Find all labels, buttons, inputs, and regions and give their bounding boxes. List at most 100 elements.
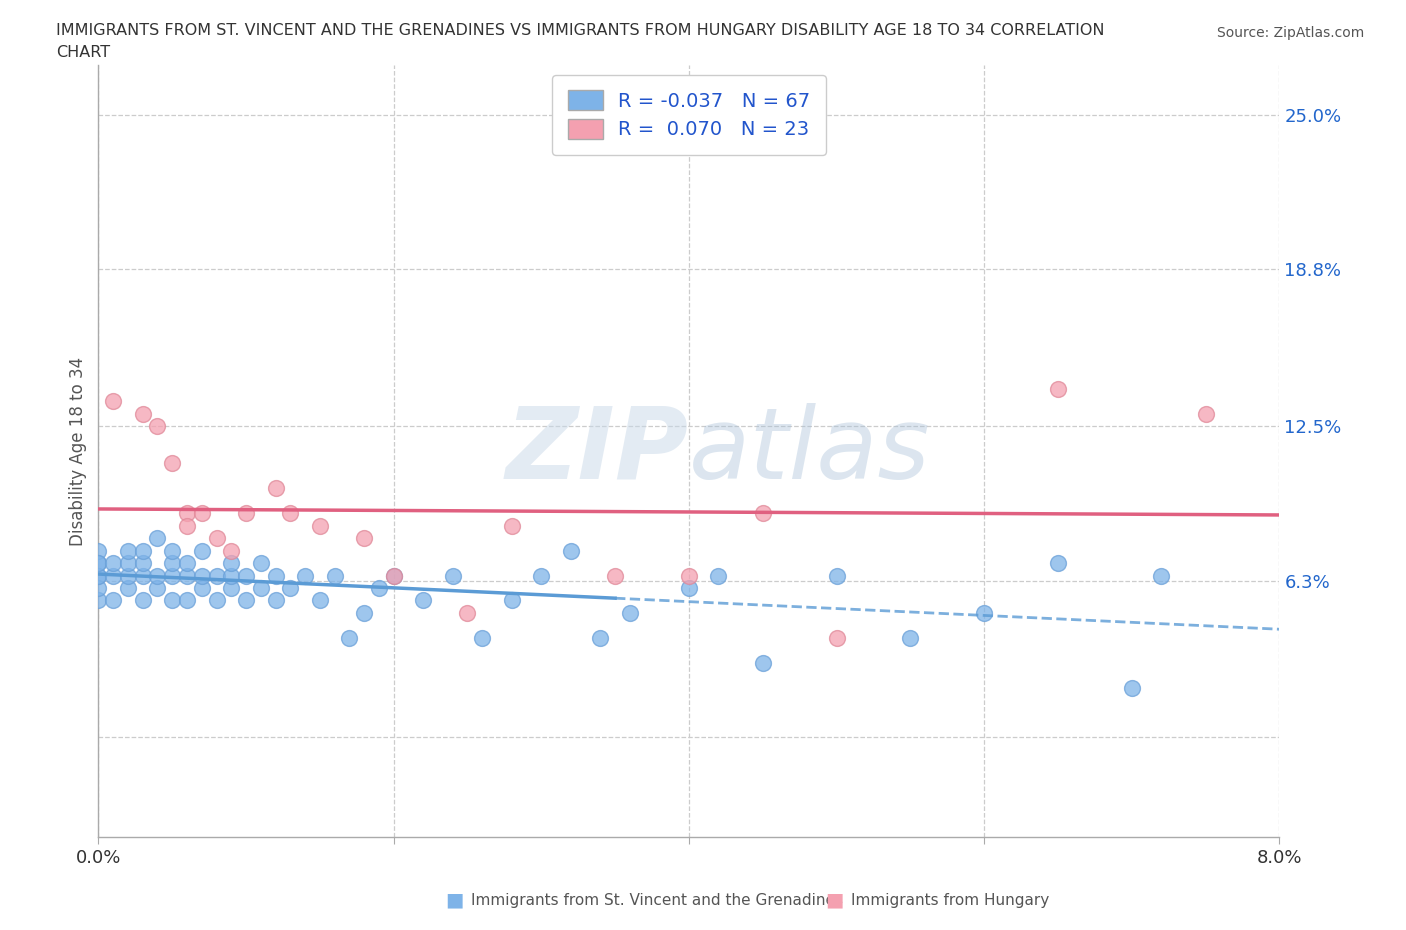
Point — [117, 568, 139, 583]
Point — [117, 543, 139, 558]
Point — [235, 506, 257, 521]
Point — [264, 593, 287, 608]
Point — [250, 555, 273, 570]
Point — [280, 580, 302, 595]
Text: CHART: CHART — [56, 45, 110, 60]
Point — [353, 605, 375, 620]
Point — [87, 543, 110, 558]
Point — [250, 580, 273, 595]
Point — [87, 568, 110, 583]
Point — [353, 531, 375, 546]
Point — [103, 593, 125, 608]
Point — [441, 568, 464, 583]
Point — [162, 593, 183, 608]
Point — [87, 593, 110, 608]
Point — [368, 580, 391, 595]
Point — [530, 568, 553, 583]
Point — [103, 568, 125, 583]
Point — [309, 518, 332, 533]
Point — [309, 593, 332, 608]
Point — [264, 568, 287, 583]
Point — [191, 543, 214, 558]
Point — [264, 481, 287, 496]
Point — [825, 631, 848, 645]
Point — [117, 580, 139, 595]
Point — [382, 568, 405, 583]
Point — [132, 406, 155, 421]
Point — [280, 506, 302, 521]
Point — [678, 580, 700, 595]
Point — [294, 568, 316, 583]
Y-axis label: Disability Age 18 to 34: Disability Age 18 to 34 — [69, 356, 87, 546]
Point — [146, 568, 169, 583]
Point — [176, 593, 198, 608]
Point — [205, 568, 228, 583]
Point — [412, 593, 434, 608]
Point — [117, 555, 139, 570]
Point — [176, 555, 198, 570]
Point — [146, 531, 169, 546]
Point — [707, 568, 730, 583]
Point — [176, 518, 198, 533]
Point — [471, 631, 494, 645]
Point — [1046, 555, 1070, 570]
Point — [825, 568, 848, 583]
Text: ZIP: ZIP — [506, 403, 689, 499]
Point — [382, 568, 405, 583]
Point — [103, 555, 125, 570]
Point — [589, 631, 612, 645]
Point — [176, 568, 198, 583]
Point — [132, 593, 155, 608]
Point — [221, 568, 243, 583]
Point — [339, 631, 361, 645]
Point — [205, 593, 228, 608]
Point — [221, 555, 243, 570]
Point — [162, 543, 183, 558]
Point — [752, 506, 775, 521]
Point — [162, 555, 183, 570]
Point — [87, 555, 110, 570]
Point — [973, 605, 995, 620]
Point — [191, 568, 214, 583]
Point — [132, 555, 155, 570]
Point — [191, 580, 214, 595]
Point — [162, 456, 183, 471]
Point — [132, 568, 155, 583]
Point — [146, 580, 169, 595]
Text: Immigrants from St. Vincent and the Grenadines: Immigrants from St. Vincent and the Gren… — [471, 893, 844, 908]
Point — [103, 393, 125, 408]
Point — [619, 605, 641, 620]
Point — [221, 543, 243, 558]
Point — [501, 593, 523, 608]
Point — [87, 568, 110, 583]
Text: Source: ZipAtlas.com: Source: ZipAtlas.com — [1216, 26, 1364, 40]
Point — [205, 531, 228, 546]
Text: IMMIGRANTS FROM ST. VINCENT AND THE GRENADINES VS IMMIGRANTS FROM HUNGARY DISABI: IMMIGRANTS FROM ST. VINCENT AND THE GREN… — [56, 23, 1105, 38]
Point — [176, 506, 198, 521]
Point — [132, 543, 155, 558]
Point — [501, 518, 523, 533]
Text: ■: ■ — [825, 891, 844, 910]
Point — [191, 506, 214, 521]
Text: atlas: atlas — [689, 403, 931, 499]
Point — [900, 631, 922, 645]
Point — [1121, 680, 1143, 695]
Text: Immigrants from Hungary: Immigrants from Hungary — [851, 893, 1049, 908]
Point — [678, 568, 700, 583]
Legend: R = -0.037   N = 67, R =  0.070   N = 23: R = -0.037 N = 67, R = 0.070 N = 23 — [553, 74, 825, 154]
Point — [235, 593, 257, 608]
Point — [1195, 406, 1218, 421]
Point — [87, 555, 110, 570]
Point — [605, 568, 627, 583]
Point — [560, 543, 582, 558]
Point — [752, 656, 775, 671]
Point — [1150, 568, 1173, 583]
Text: ■: ■ — [446, 891, 464, 910]
Point — [162, 568, 183, 583]
Point — [146, 418, 169, 433]
Point — [221, 580, 243, 595]
Point — [1046, 381, 1070, 396]
Point — [235, 568, 257, 583]
Point — [87, 580, 110, 595]
Point — [323, 568, 346, 583]
